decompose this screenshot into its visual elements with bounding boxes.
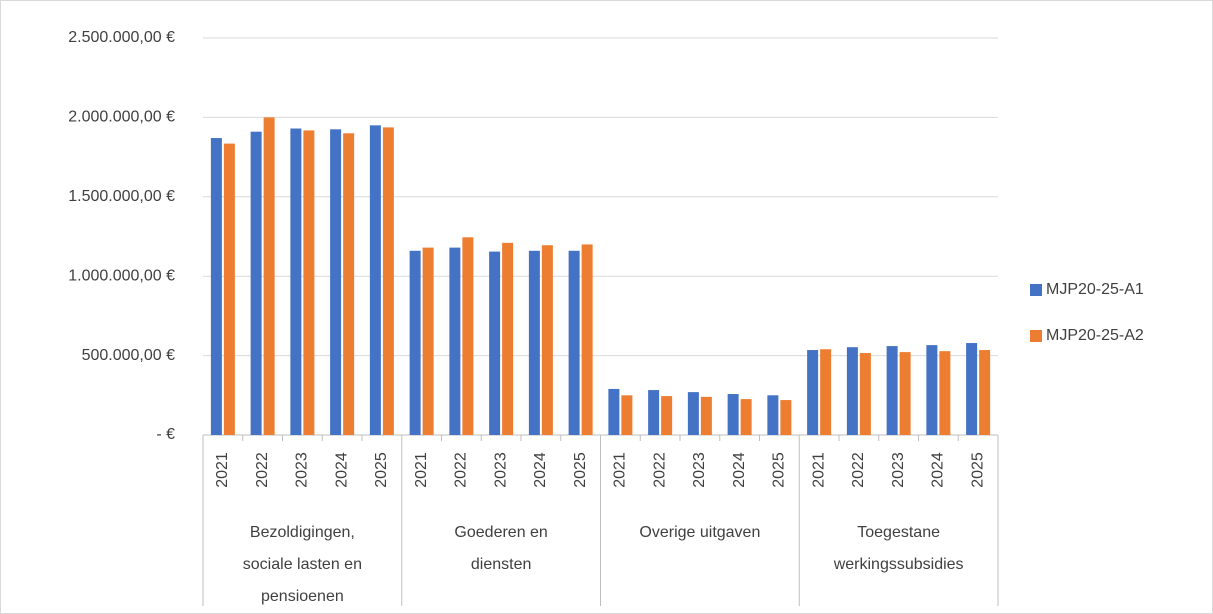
bar [541, 245, 553, 435]
x-tick-label: 2022 [651, 452, 668, 488]
x-tick-label: 2023 [492, 452, 509, 488]
x-tick-label: 2022 [254, 452, 271, 488]
bar [648, 390, 660, 435]
y-tick-label: 1.000.000,00 € [68, 267, 175, 284]
x-tick-label: 2024 [333, 452, 350, 488]
y-tick-label: 1.500.000,00 € [68, 188, 175, 205]
bar [608, 388, 620, 435]
legend-label: MJP20-25-A2 [1046, 327, 1144, 344]
legend-swatch [1030, 330, 1042, 342]
bar [807, 350, 819, 435]
bar [502, 242, 514, 435]
bar [422, 247, 434, 435]
x-tick-label: 2025 [373, 452, 390, 488]
x-tick-label: 2021 [214, 452, 231, 488]
bar [979, 350, 991, 435]
x-tick-label: 2022 [850, 452, 867, 488]
bar [899, 352, 911, 435]
bar [939, 351, 951, 435]
bar [449, 247, 461, 435]
bar [621, 395, 633, 435]
bar [290, 128, 302, 436]
bar [568, 250, 580, 435]
bar [780, 400, 792, 435]
bar [740, 399, 752, 435]
x-tick-label: 2024 [930, 452, 947, 488]
x-tick-label: 2021 [612, 452, 629, 488]
x-tick-label: 2025 [771, 452, 788, 488]
x-tick-label: 2023 [691, 452, 708, 488]
legend-label: MJP20-25-A1 [1046, 281, 1144, 298]
x-tick-label: 2023 [294, 452, 311, 488]
bar [409, 250, 421, 435]
group-label: Goederen en diensten [454, 524, 548, 573]
x-tick-label: 2025 [572, 452, 589, 488]
group-label: Bezoldigingen, sociale lasten en pensioe… [242, 524, 362, 605]
bar [223, 143, 235, 436]
bar [727, 394, 739, 435]
bar [767, 395, 779, 435]
bar [263, 117, 275, 436]
x-tick-label: 2023 [890, 452, 907, 488]
x-tick-label: 2022 [453, 452, 470, 488]
bar [859, 353, 871, 435]
group-label: Overige uitgaven [639, 524, 761, 541]
group-label: Toegestane werkingssubsidies [833, 524, 964, 573]
bar [926, 345, 938, 435]
bar [489, 251, 501, 435]
y-tick-label: 2.000.000,00 € [68, 109, 175, 126]
bar [661, 396, 673, 435]
bar [330, 129, 342, 435]
x-tick-label: 2021 [810, 452, 827, 488]
bar [581, 244, 593, 435]
y-tick-label: 500.000,00 € [82, 347, 176, 364]
bar [886, 346, 898, 435]
bar [382, 127, 394, 435]
bar [700, 396, 712, 435]
x-tick-label: 2024 [532, 452, 549, 488]
bar [846, 347, 858, 435]
bar [462, 237, 474, 435]
y-tick-label: 2.500.000,00 € [68, 29, 175, 46]
bar [250, 131, 262, 435]
bar [528, 250, 540, 435]
x-tick-label: 2021 [413, 452, 430, 488]
x-tick-label: 2025 [969, 452, 986, 488]
bar [820, 349, 832, 435]
bar [966, 343, 978, 435]
bar [303, 130, 315, 435]
bar [210, 138, 222, 435]
x-tick-label: 2024 [731, 452, 748, 488]
bar [343, 133, 355, 435]
y-tick-label: - € [156, 426, 175, 443]
legend-swatch [1030, 284, 1042, 296]
bar [369, 125, 381, 435]
bar [687, 392, 699, 435]
